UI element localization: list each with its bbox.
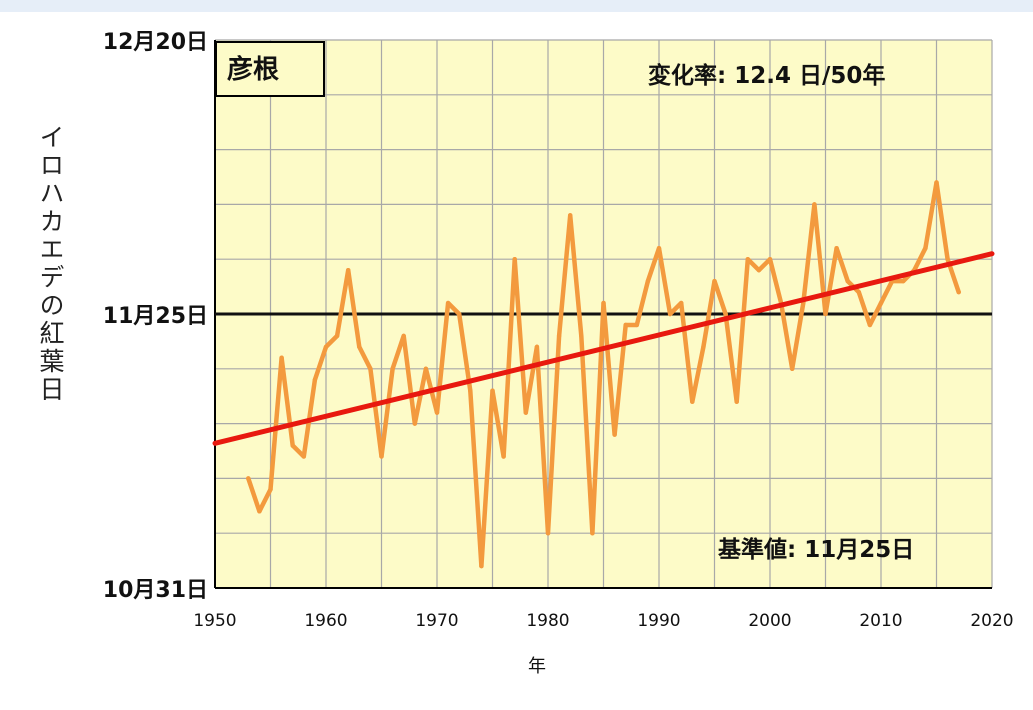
data-point xyxy=(357,344,362,350)
x-tick-label: 1970 xyxy=(415,611,458,631)
data-point xyxy=(534,344,540,350)
y-tick-label: 11月25日 xyxy=(103,304,208,329)
y-axis-label: イロハカエデの紅葉日 xyxy=(36,124,65,404)
data-point xyxy=(745,257,750,262)
data-point xyxy=(334,333,340,339)
data-point xyxy=(501,454,506,459)
data-point xyxy=(956,289,961,295)
data-point xyxy=(257,509,262,514)
data-point xyxy=(468,388,473,393)
data-point xyxy=(612,432,617,437)
data-point xyxy=(790,366,795,371)
data-point xyxy=(712,278,717,284)
data-point xyxy=(368,366,373,371)
data-point xyxy=(268,487,273,492)
data-point xyxy=(679,300,684,306)
data-point xyxy=(423,366,429,371)
data-point xyxy=(934,180,939,185)
data-point xyxy=(479,563,484,569)
data-point xyxy=(856,289,861,295)
data-point xyxy=(545,531,551,536)
data-point xyxy=(756,267,762,273)
data-point xyxy=(590,531,595,536)
data-point xyxy=(667,311,673,317)
data-point xyxy=(601,300,606,306)
data-point xyxy=(434,410,440,415)
x-axis-label: 年 xyxy=(528,656,546,677)
data-point xyxy=(390,366,395,371)
data-point xyxy=(556,333,562,339)
data-point xyxy=(867,322,873,328)
data-point xyxy=(290,443,295,448)
data-point xyxy=(279,355,284,361)
data-point xyxy=(401,333,406,339)
data-point xyxy=(301,454,306,459)
data-point xyxy=(723,311,728,317)
data-point xyxy=(246,476,251,481)
station-box xyxy=(215,41,325,97)
data-point xyxy=(568,213,573,218)
data-point xyxy=(634,322,639,328)
y-tick-label: 10月31日 xyxy=(103,578,208,603)
data-point xyxy=(901,278,906,284)
data-point xyxy=(812,202,817,207)
data-point xyxy=(323,344,329,350)
x-tick-label: 2010 xyxy=(859,611,902,631)
data-point xyxy=(878,300,884,306)
data-point xyxy=(346,267,351,273)
x-tick-label: 1960 xyxy=(304,611,347,631)
data-point xyxy=(312,377,318,382)
data-point xyxy=(923,246,928,251)
data-point xyxy=(379,454,384,459)
data-point xyxy=(412,421,417,426)
data-point xyxy=(512,257,517,262)
data-point xyxy=(690,399,695,404)
rate-annotation: 変化率: 12.4 日/50年 xyxy=(648,62,885,89)
x-tick-label: 1980 xyxy=(526,611,569,631)
data-point xyxy=(457,311,462,317)
data-point xyxy=(945,257,950,262)
data-point xyxy=(767,257,773,262)
data-point xyxy=(734,399,739,404)
data-point xyxy=(490,388,495,393)
data-point xyxy=(834,246,839,251)
baseline-annotation: 基準値: 11月25日 xyxy=(718,536,914,563)
x-tick-label: 1990 xyxy=(637,611,680,631)
data-point xyxy=(656,246,662,251)
data-point xyxy=(445,300,451,306)
data-point xyxy=(623,322,628,328)
x-tick-label: 1950 xyxy=(193,611,236,631)
x-tick-label: 2000 xyxy=(748,611,791,631)
data-point xyxy=(645,278,651,284)
data-point xyxy=(845,278,850,284)
data-point xyxy=(701,344,706,350)
data-point xyxy=(823,311,828,317)
y-tick-label: 12月20日 xyxy=(103,30,208,55)
station-name: 彦根 xyxy=(227,54,279,85)
series-trend-line xyxy=(212,251,995,446)
top-band xyxy=(0,0,1033,12)
data-point xyxy=(523,410,528,415)
data-point xyxy=(579,333,584,339)
x-tick-label: 2020 xyxy=(970,611,1013,631)
